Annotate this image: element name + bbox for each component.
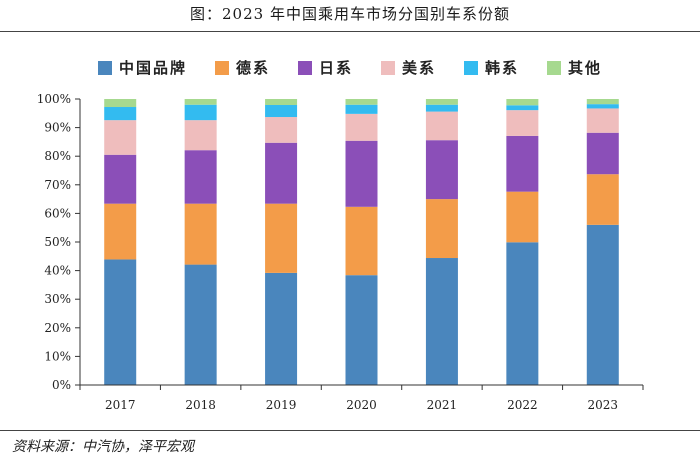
chart-legend: 中国品牌 德系 日系 美系 韩系 其他: [0, 57, 700, 78]
bar-segment-2020-4: [345, 104, 378, 114]
bar-segment-2023-4: [586, 104, 619, 109]
bar-segment-2023-5: [586, 99, 619, 105]
legend-swatch-japanese: [297, 60, 312, 75]
bar-segment-2020-2: [345, 140, 378, 207]
bar-segment-2023-1: [586, 174, 619, 225]
legend-swatch-korean: [464, 60, 479, 75]
bar-segment-2023-2: [586, 132, 619, 175]
legend-swatch-china: [97, 60, 112, 75]
bar-segment-2019-5: [265, 99, 298, 106]
bar-segment-2022-0: [506, 242, 539, 385]
legend-swatch-other: [547, 60, 562, 75]
bar-segment-2017-3: [104, 120, 137, 155]
bar-segment-2020-5: [345, 99, 378, 105]
y-tick-label: 90%: [44, 121, 71, 135]
legend-item-german: 德系: [214, 57, 270, 78]
legend-label-american: 美系: [402, 59, 437, 77]
bar-segment-2017-5: [104, 99, 137, 108]
bar-segment-2019-3: [265, 117, 298, 143]
legend-swatch-american: [381, 60, 395, 75]
y-tick-label: 80%: [44, 149, 71, 163]
top-divider: [0, 31, 700, 32]
y-tick-label: 60%: [44, 206, 71, 220]
legend-label-korean: 韩系: [485, 59, 520, 77]
x-tick-label: 2023: [588, 398, 619, 412]
stacked-bar-chart: 0% 10% 20% 30% 40% 50% 60% 70% 80% 90% 100% 2017 201…: [37, 92, 644, 412]
bar-segment-2018-0: [184, 264, 217, 385]
x-tick-label: 2022: [507, 398, 538, 412]
source-note: 资料来源：中汽协，泽平宏观: [12, 439, 194, 455]
bar-segment-2021-1: [425, 199, 458, 259]
y-tick-label: 70%: [44, 178, 71, 192]
bar-segment-2019-2: [265, 142, 298, 204]
y-tick-label: 0%: [52, 378, 71, 392]
bar-segment-2017-0: [104, 259, 137, 385]
x-tick-label: 2019: [266, 398, 297, 412]
bar-segment-2022-3: [506, 110, 539, 136]
legend-item-china: 中国品牌: [97, 57, 187, 78]
legend-label-german: 德系: [235, 59, 270, 77]
x-tick-label: 2021: [427, 398, 458, 412]
bar-segment-2021-3: [425, 111, 458, 141]
x-tick-label: 2018: [185, 398, 216, 412]
y-tick-label: 10%: [44, 349, 71, 363]
bar-segment-2019-0: [265, 272, 298, 385]
bar-segment-2017-4: [104, 107, 137, 121]
bar-segment-2019-4: [265, 105, 298, 118]
bar-segment-2020-1: [345, 206, 378, 276]
bar-segment-2017-2: [104, 154, 137, 204]
bar-segment-2021-5: [425, 99, 458, 105]
bar-segment-2021-2: [425, 140, 458, 200]
bar-segment-2023-0: [586, 224, 619, 385]
x-tick-label: 2020: [346, 398, 377, 412]
bar-segment-2018-2: [184, 150, 217, 204]
legend-item-japanese: 日系: [297, 57, 353, 78]
y-tick-label: 100%: [37, 92, 71, 106]
bar-segment-2022-1: [506, 191, 539, 243]
bar-segment-2023-3: [586, 108, 619, 133]
bar-segment-2020-3: [345, 113, 378, 141]
bar-segment-2021-0: [425, 258, 458, 385]
bar-segment-2018-4: [184, 104, 217, 121]
bar-segment-2020-0: [345, 275, 378, 385]
y-tick-label: 20%: [44, 321, 71, 335]
bar-segment-2022-4: [506, 105, 539, 111]
legend-label-other: 其他: [568, 59, 603, 77]
y-tick-label: 50%: [44, 235, 71, 249]
bar-segment-2022-2: [506, 135, 539, 192]
bar-segment-2018-3: [184, 120, 217, 151]
y-tick-label: 40%: [44, 264, 71, 278]
legend-item-american: 美系: [381, 57, 436, 78]
bar-segment-2018-1: [184, 203, 217, 265]
bar-segment-2022-5: [506, 99, 539, 106]
y-tick-label: 30%: [44, 292, 71, 306]
bottom-divider: [0, 430, 700, 431]
bar-segment-2017-1: [104, 203, 137, 260]
legend-swatch-german: [214, 60, 229, 75]
legend-label-china: 中国品牌: [118, 59, 187, 77]
chart-title: 图：2023 年中国乘用车市场分国别车系份额: [190, 5, 510, 23]
legend-item-korean: 韩系: [464, 57, 519, 78]
bar-segment-2019-1: [265, 203, 298, 273]
bar-segment-2021-4: [425, 104, 458, 112]
legend-label-japanese: 日系: [318, 59, 353, 77]
bar-segment-2018-5: [184, 99, 217, 105]
legend-item-other: 其他: [547, 57, 602, 78]
x-tick-label: 2017: [105, 398, 136, 412]
